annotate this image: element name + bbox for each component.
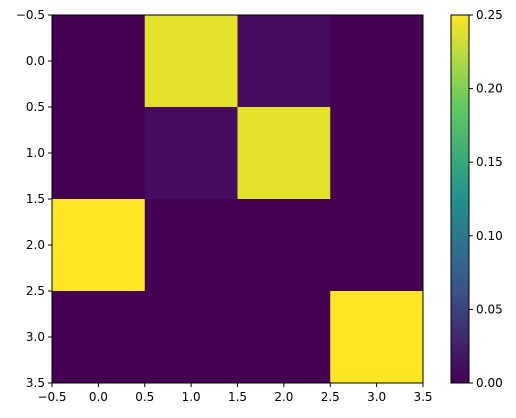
heatmap-cell <box>144 199 238 292</box>
colorbar-tick-label: 0.20 <box>476 82 503 96</box>
heatmap-cell <box>52 199 146 292</box>
y-tick-label: 2.0 <box>26 238 45 252</box>
y-tick-label: 1.5 <box>26 192 45 206</box>
x-tick-label: 2.5 <box>321 390 340 404</box>
heatmap-cell <box>330 291 424 384</box>
colorbar <box>450 14 470 384</box>
x-tick-label: 1.5 <box>228 390 247 404</box>
colorbar-tick-label: 0.05 <box>476 302 503 316</box>
colorbar-tick-label: 0.00 <box>476 376 503 390</box>
heatmap-cell <box>237 199 331 292</box>
heatmap-cell <box>237 15 331 108</box>
heatmap-cell <box>144 291 238 384</box>
y-tick-label: 3.5 <box>26 376 45 390</box>
colorbar-tick-label: 0.15 <box>476 155 503 169</box>
x-tick-label: 3.5 <box>413 390 432 404</box>
x-tick-label: −0.5 <box>37 390 66 404</box>
heatmap-cell <box>52 15 146 108</box>
y-tick-label: 3.0 <box>26 330 45 344</box>
x-tick-label: 0.5 <box>135 390 154 404</box>
x-tick-label: 2.0 <box>274 390 293 404</box>
y-axis: −0.5 0.0 0.5 1.0 1.5 2.0 2.5 3.0 3.5 <box>16 8 52 390</box>
y-tick-label: 1.0 <box>26 146 45 160</box>
heatmap-cells <box>52 15 424 384</box>
heatmap-cell <box>330 15 424 108</box>
x-tick-label: 0.0 <box>89 390 108 404</box>
heatmap-cell <box>144 15 238 108</box>
colorbar-axis: 0.00 0.05 0.10 0.15 0.20 0.25 <box>469 8 503 390</box>
heatmap-cell <box>330 107 424 200</box>
y-tick-label: −0.5 <box>16 8 45 22</box>
heatmap-cell <box>237 107 331 200</box>
colorbar-tick-label: 0.25 <box>476 8 503 22</box>
x-axis: −0.5 0.0 0.5 1.0 1.5 2.0 2.5 3.0 3.5 <box>37 383 433 404</box>
heatmap-cell <box>237 291 331 384</box>
y-tick-label: 0.0 <box>26 54 45 68</box>
heatmap-cell <box>52 107 146 200</box>
y-tick-label: 2.5 <box>26 284 45 298</box>
colorbar-tick-label: 0.10 <box>476 229 503 243</box>
x-tick-label: 1.0 <box>182 390 201 404</box>
x-tick-label: 3.0 <box>367 390 386 404</box>
heatmap-cell <box>330 199 424 292</box>
y-tick-label: 0.5 <box>26 100 45 114</box>
heatmap-cell <box>52 291 146 384</box>
heatmap-cell <box>144 107 238 200</box>
